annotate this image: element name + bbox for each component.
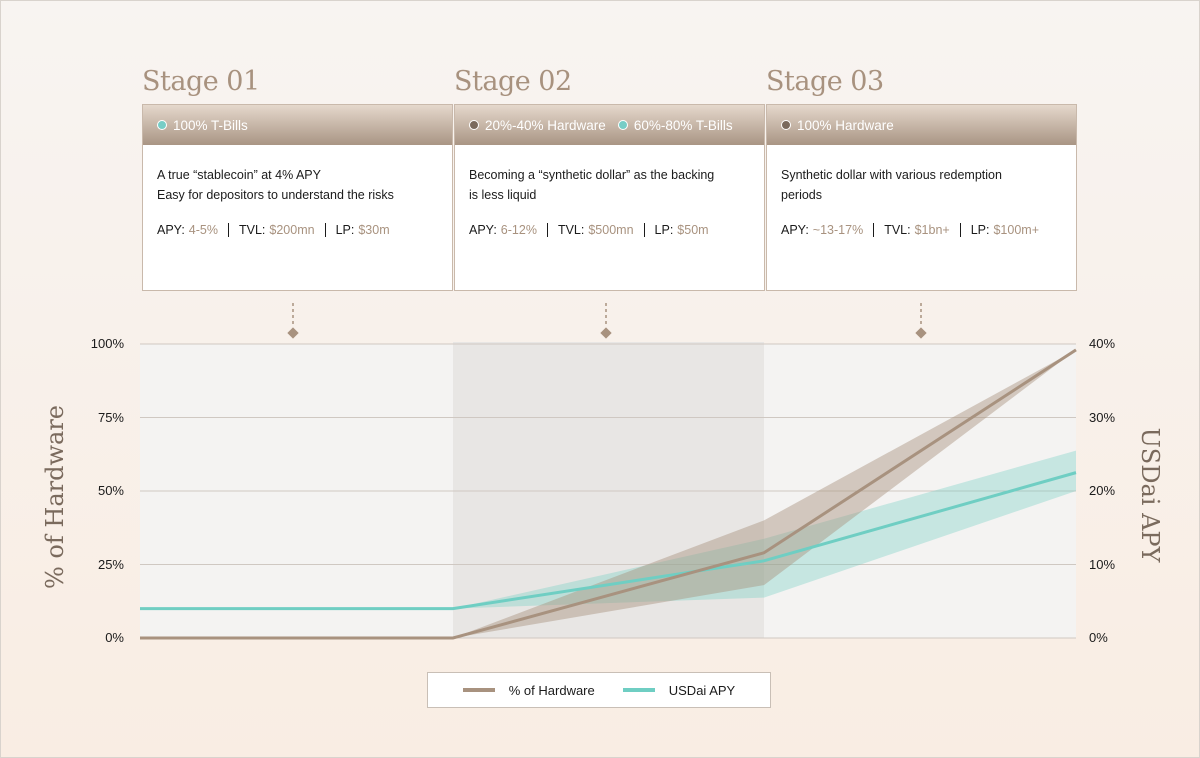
legend-item-hardware: % of Hardware (462, 682, 595, 698)
stage-title: Stage 03 (766, 66, 884, 97)
stat: APY: 4-5% (157, 223, 218, 237)
stat: LP: $50m (655, 223, 709, 237)
stat-label: APY: (469, 223, 497, 237)
stat-label: TVL: (557, 223, 585, 237)
stage-title: Stage 01 (142, 66, 260, 97)
legend-item-apy: USDai APY (622, 682, 736, 698)
stat: TVL: $200mn (239, 223, 315, 237)
stat-divider (546, 223, 548, 237)
stat-value: $30m (358, 223, 390, 237)
composition-label: 60%-80% T-Bills (633, 117, 733, 133)
stat-label: APY: (157, 223, 185, 237)
stat-divider (959, 223, 961, 237)
line-hardware (140, 348, 1077, 640)
dot-icon (617, 120, 628, 130)
band-hardware (140, 349, 1076, 638)
stage-stats: APY: 6-12% TVL: $500mn LP: $50m (469, 223, 709, 237)
dot-icon (469, 120, 479, 130)
stat-value: 6-12% (500, 223, 537, 237)
stat-value: ~13-17% (812, 223, 864, 237)
y-left-tick-label: 100% (90, 336, 124, 351)
stage-description: Synthetic dollar with various redemption… (767, 145, 1076, 205)
connector-diamond-icon (915, 327, 927, 339)
stat-divider (227, 223, 229, 237)
stage-card: 20%-40% Hardware 60%-80% T-Bills Becoming … (454, 104, 765, 291)
stat-value: $500mn (588, 223, 634, 237)
description-line: is less liquid (469, 188, 537, 202)
stat-value: $1bn+ (914, 223, 950, 237)
dot-icon (781, 120, 791, 130)
stat: LP: $100m+ (971, 223, 1039, 237)
composition-tag: 100% Hardware (781, 118, 894, 133)
stat-divider (873, 223, 875, 237)
legend-swatch-hardware (462, 688, 495, 692)
connector-diamond-icon (600, 327, 612, 339)
connector-diamond-icon (287, 327, 299, 339)
stage-description: A true “stablecoin” at 4% APY Easy for de… (143, 145, 452, 205)
y-right-tick-label: 10% (1089, 556, 1116, 572)
composition-tag: 100% T-Bills (157, 118, 248, 133)
stat-divider (324, 223, 326, 237)
stat: APY: ~13-17% (781, 223, 863, 237)
description-line: Synthetic dollar with various redemption (781, 168, 1002, 182)
stage-card: 100% T-Bills A true “stablecoin” at 4% AP… (142, 104, 453, 291)
stat: LP: $30m (336, 223, 390, 237)
stage-02-highlight (453, 342, 764, 638)
stage-description: Becoming a “synthetic dollar” as the bac… (455, 145, 764, 205)
stage-card-header: 100% T-Bills (143, 105, 452, 145)
y-right-tick-label: 0% (1089, 630, 1108, 645)
composition-tag: 60%-80% T-Bills (617, 117, 733, 133)
stat-label: TVL: (884, 223, 911, 237)
description-line: Easy for depositors to understand the ri… (157, 188, 394, 202)
stat-value: $100m+ (993, 223, 1039, 237)
y-right-tick-label: 20% (1089, 483, 1116, 498)
stat-label: LP: (970, 223, 990, 237)
y-right-tick-label: 40% (1089, 336, 1116, 351)
stage-stats: APY: 4-5% TVL: $200mn LP: $30m (157, 223, 390, 237)
composition-label: 20%-40% Hardware (485, 117, 606, 133)
stage-card-header: 20%-40% Hardware 60%-80% T-Bills (455, 105, 764, 145)
band-usdai-apy (140, 450, 1076, 609)
dot-icon (157, 120, 167, 130)
stat-value: $200mn (269, 223, 315, 237)
y-left-tick-label: 25% (97, 556, 124, 572)
stat-label: LP: (654, 223, 674, 237)
stat-value: 4-5% (188, 223, 218, 237)
stat-divider (643, 223, 645, 237)
composition-label: 100% T-Bills (173, 117, 248, 133)
legend-swatch-apy (622, 688, 655, 692)
stage-stats: APY: ~13-17% TVL: $1bn+ LP: $100m+ (781, 223, 1039, 237)
y-left-tick-label: 50% (97, 483, 124, 498)
composition-tag: 20%-40% Hardware (469, 118, 606, 133)
stage-card: 100% Hardware Synthetic dollar with vario… (766, 104, 1077, 291)
stat-label: LP: (335, 223, 355, 237)
stat-value: $50m (677, 223, 709, 237)
stat: TVL: $500mn (558, 223, 634, 237)
legend: % of Hardware USDai APY (427, 672, 771, 708)
legend-label-apy: USDai APY (668, 682, 736, 698)
stat: TVL: $1bn+ (884, 223, 950, 237)
stat-label: TVL: (238, 223, 266, 237)
y-left-tick-label: 75% (97, 409, 124, 425)
stat: APY: 6-12% (469, 223, 537, 237)
composition-label: 100% Hardware (797, 117, 894, 133)
legend-label-hardware: % of Hardware (508, 682, 595, 698)
stage-card-header: 100% Hardware (767, 105, 1076, 145)
description-line: Becoming a “synthetic dollar” as the bac… (469, 168, 715, 182)
stat-label: APY: (781, 223, 809, 237)
stage-title: Stage 02 (454, 66, 572, 97)
y-left-tick-label: 0% (105, 630, 124, 645)
line-usdai-apy (140, 471, 1077, 611)
description-line: periods (781, 188, 822, 202)
description-line: A true “stablecoin” at 4% APY (157, 168, 321, 182)
y-right-tick-label: 30% (1089, 409, 1116, 425)
